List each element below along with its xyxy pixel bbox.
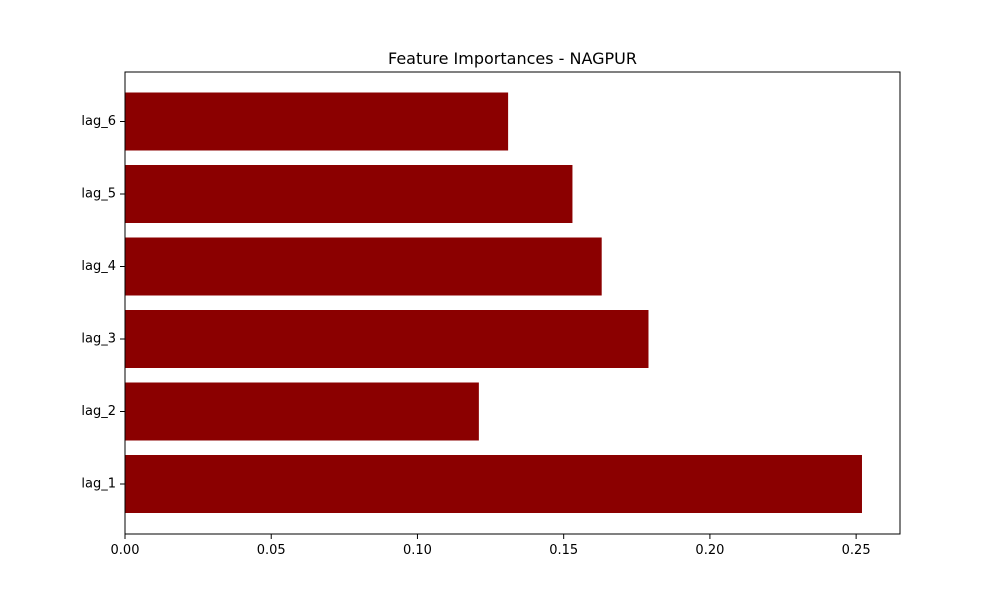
x-tick-label-0.05: 0.05: [257, 543, 286, 558]
bar-lag_1: [125, 455, 862, 513]
y-axis: lag_1 lag_2 lag_3 lag_4 lag_5 lag_6: [81, 114, 125, 492]
y-tick-label-lag_3: lag_3: [81, 332, 116, 347]
bar-lag_5: [125, 165, 573, 223]
y-tick-label-lag_2: lag_2: [81, 404, 116, 419]
bar-lag_4: [125, 237, 602, 296]
y-tick-label-lag_4: lag_4: [81, 259, 116, 274]
bar-lag_2: [125, 382, 479, 441]
bar-lag_6: [125, 92, 509, 151]
x-tick-label-0.15: 0.15: [549, 543, 578, 558]
x-tick-label-0.00: 0.00: [111, 543, 140, 558]
x-axis: 0.00 0.05 0.10 0.15 0.20 0.25: [111, 534, 871, 558]
plot-frame: [124, 71, 901, 535]
chart-title: Feature Importances - NAGPUR: [388, 49, 637, 68]
y-tick-label-lag_5: lag_5: [81, 187, 116, 202]
x-tick-label-0.20: 0.20: [695, 543, 724, 558]
x-tick-label-0.10: 0.10: [403, 543, 432, 558]
y-tick-label-lag_6: lag_6: [81, 114, 116, 129]
x-tick-label-0.25: 0.25: [842, 543, 871, 558]
bars-layer: [125, 92, 862, 513]
y-tick-label-lag_1: lag_1: [81, 477, 116, 492]
bar-lag_3: [125, 310, 649, 368]
